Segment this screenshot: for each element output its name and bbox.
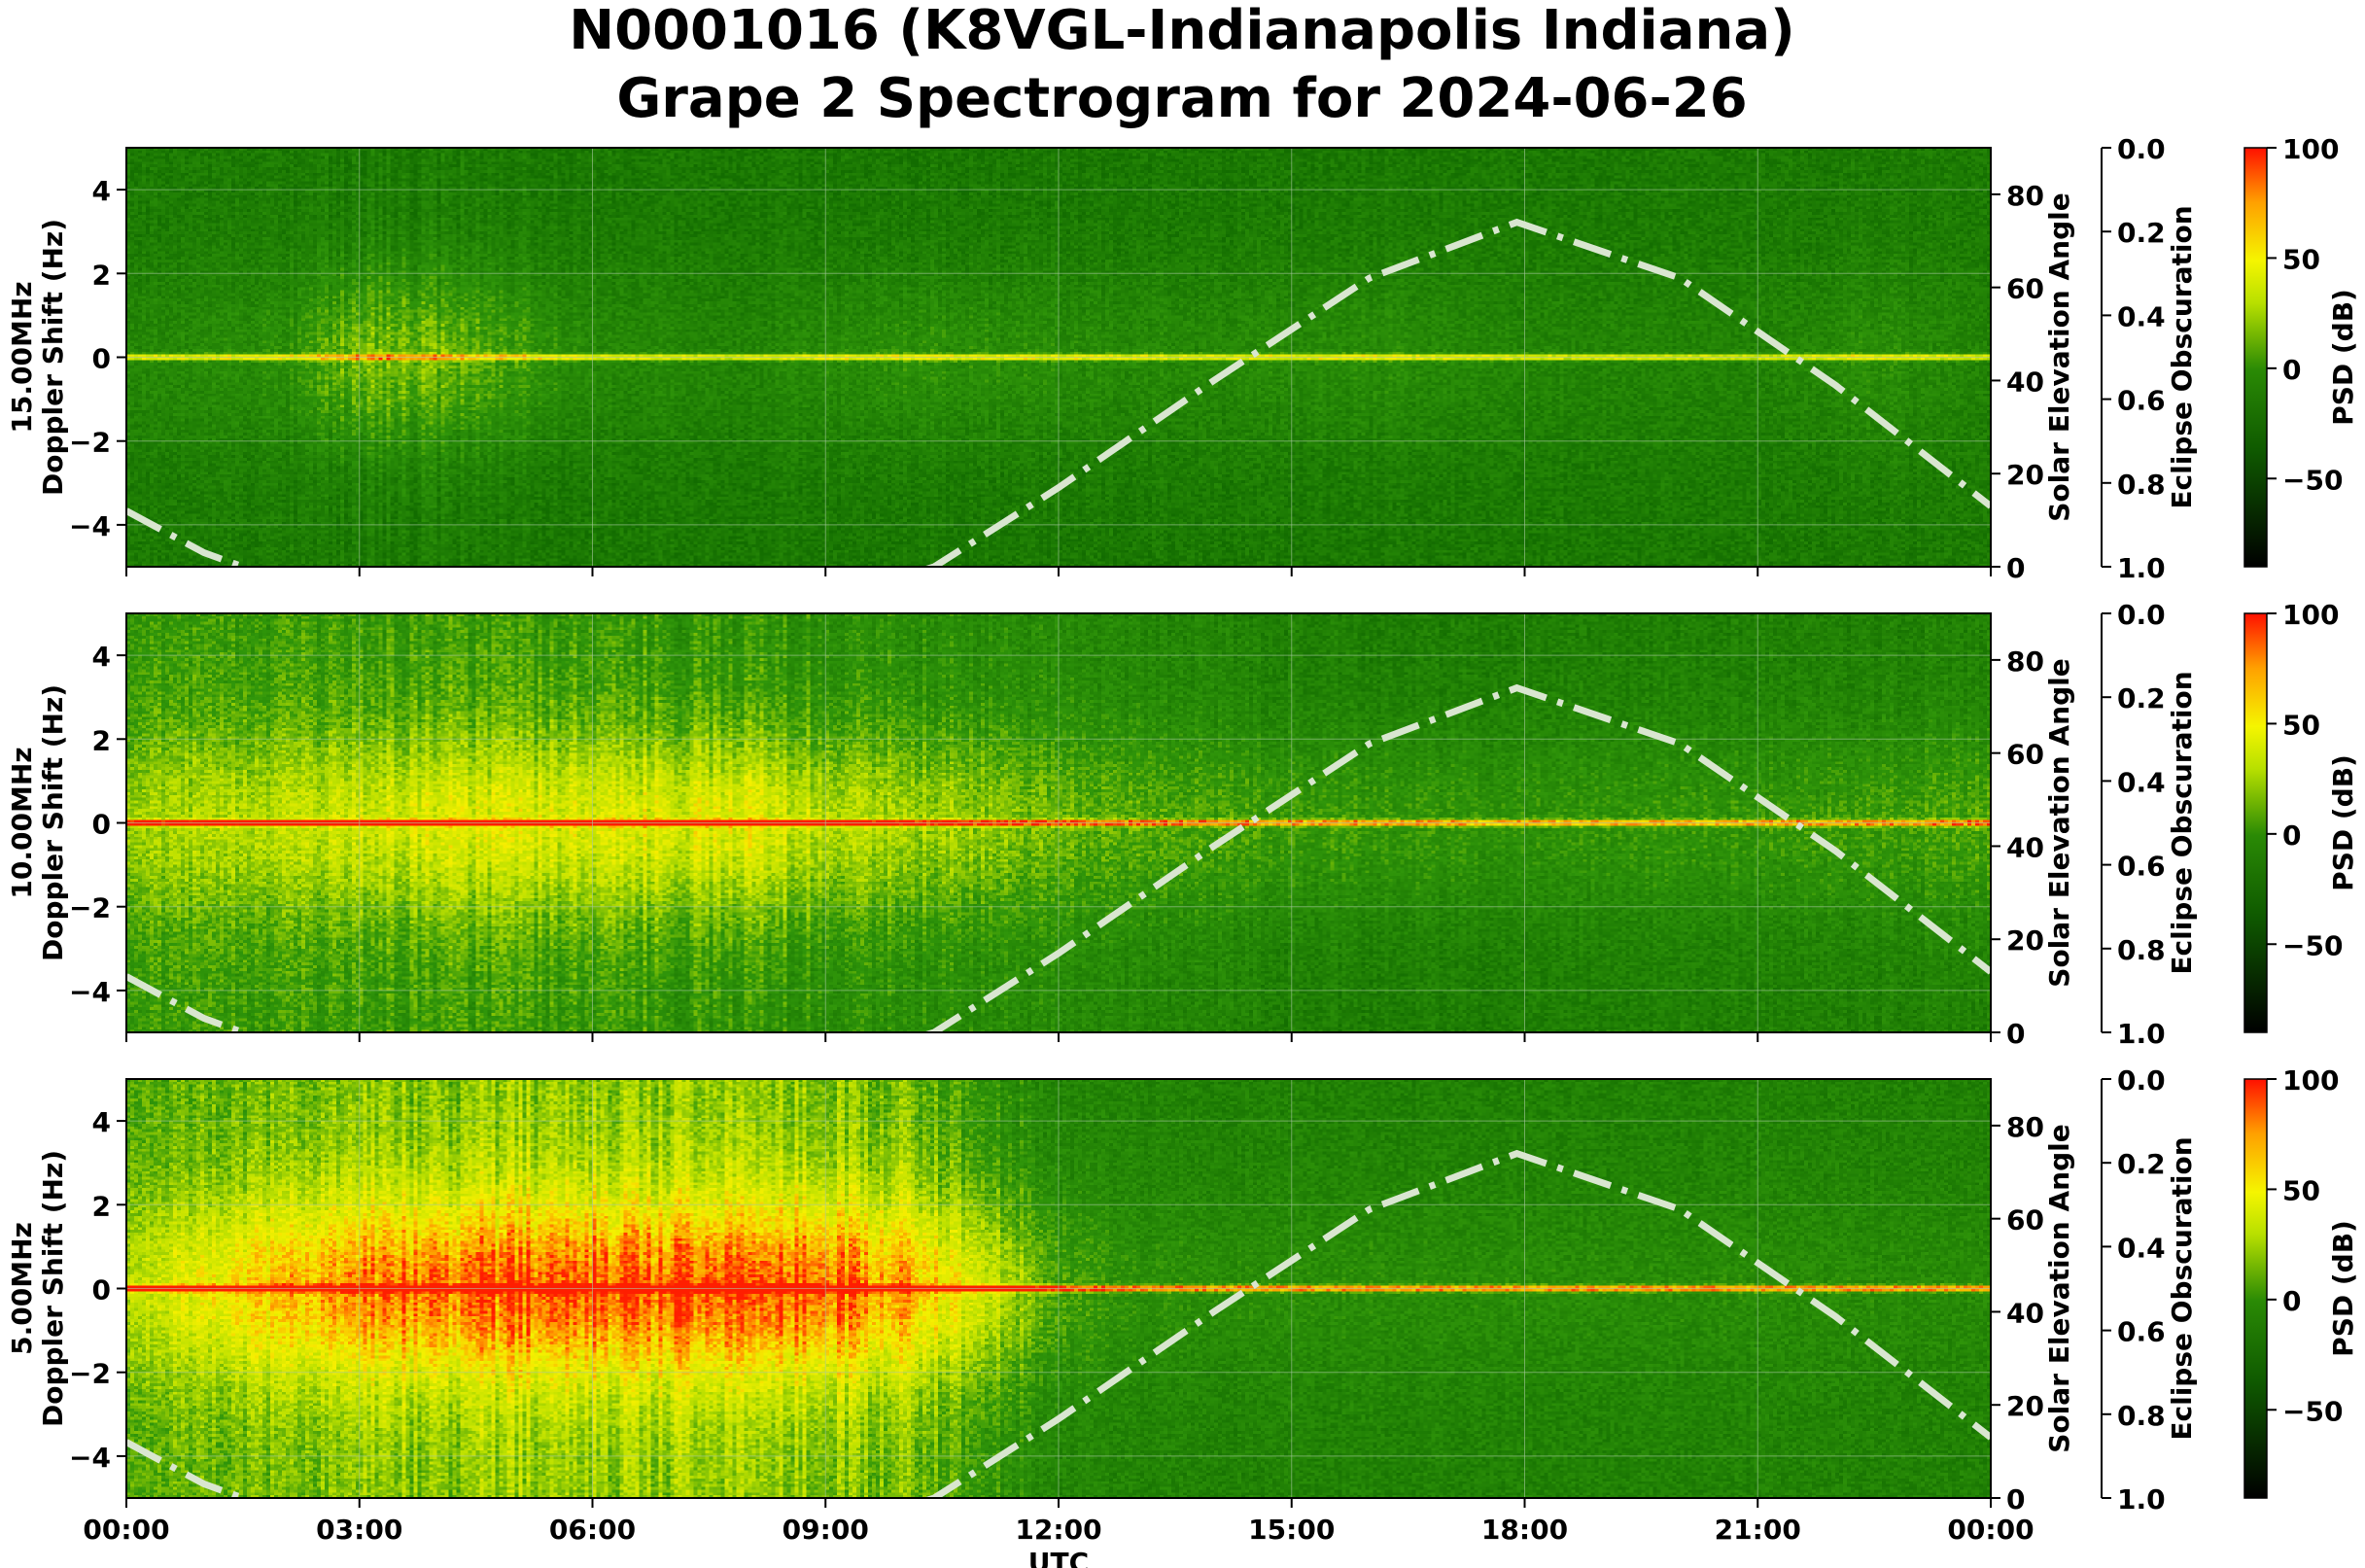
y-tick-label: 4 bbox=[92, 175, 111, 207]
y2-tick-label: 60 bbox=[2006, 273, 2044, 305]
y-axis-label-freq: 15.00MHz bbox=[6, 281, 38, 433]
y3-tick-label: 0.4 bbox=[2117, 1232, 2166, 1264]
x-tick-label: 06:00 bbox=[549, 1514, 636, 1546]
y3-tick-label: 0.0 bbox=[2117, 599, 2166, 631]
y3-tick-label: 1.0 bbox=[2117, 552, 2166, 584]
colorbar-tick-label: 0 bbox=[2282, 354, 2301, 386]
colorbar bbox=[2244, 148, 2267, 567]
y2-axis-label: Solar Elevation Angle bbox=[2043, 1124, 2075, 1452]
x-tick-label: 21:00 bbox=[1715, 1514, 1801, 1546]
colorbar-tick-label: 50 bbox=[2282, 1174, 2320, 1206]
colorbar-label: PSD (dB) bbox=[2327, 754, 2359, 891]
x-tick-label: 00:00 bbox=[83, 1514, 169, 1546]
colorbar-label: PSD (dB) bbox=[2327, 1220, 2359, 1357]
x-tick-label: 12:00 bbox=[1015, 1514, 1101, 1546]
y-tick-label: 2 bbox=[92, 724, 111, 756]
y-axis-label: Doppler Shift (Hz) bbox=[37, 684, 69, 961]
chart-title-line1: N0001016 (K8VGL-Indianapolis Indiana) bbox=[569, 0, 1795, 62]
colorbar-tick-label: 100 bbox=[2282, 1064, 2339, 1097]
y3-axis-label: Eclipse Obscuration bbox=[2166, 1136, 2198, 1440]
y2-tick-label: 60 bbox=[2006, 1204, 2044, 1237]
y2-tick-label: 60 bbox=[2006, 739, 2044, 771]
y2-tick-label: 40 bbox=[2006, 831, 2044, 863]
y2-tick-label: 0 bbox=[2006, 1018, 2025, 1050]
y-tick-label: −2 bbox=[69, 1358, 111, 1390]
colorbar-tick-label: −50 bbox=[2282, 1395, 2343, 1427]
y2-tick-label: 0 bbox=[2006, 1483, 2025, 1516]
y-tick-label: 0 bbox=[92, 343, 111, 375]
y2-tick-label: 20 bbox=[2006, 459, 2044, 491]
y-axis-label-freq: 5.00MHz bbox=[6, 1222, 38, 1355]
y2-axis-label: Solar Elevation Angle bbox=[2043, 192, 2075, 521]
colorbar-tick-label: 50 bbox=[2282, 709, 2320, 741]
y-tick-label: −2 bbox=[69, 427, 111, 459]
y2-tick-label: 80 bbox=[2006, 645, 2044, 678]
y3-tick-label: 0.6 bbox=[2117, 851, 2166, 883]
colorbar-tick-label: −50 bbox=[2282, 464, 2343, 496]
y3-tick-label: 0.8 bbox=[2117, 469, 2166, 501]
x-tick-label: 00:00 bbox=[1947, 1514, 2034, 1546]
y3-tick-label: 0.4 bbox=[2117, 300, 2166, 332]
x-tick-label: 15:00 bbox=[1248, 1514, 1335, 1546]
panel-2: −4 −2 0 2 4 10.00MHz Doppler Shift (Hz) 0 20 40 60… bbox=[6, 599, 2359, 1050]
y3-tick-label: 0.2 bbox=[2117, 1148, 2166, 1180]
x-axis-label: UTC bbox=[1028, 1547, 1089, 1568]
x-tick-label: 09:00 bbox=[783, 1514, 869, 1546]
y2-tick-label: 80 bbox=[2006, 180, 2044, 212]
y2-tick-label: 40 bbox=[2006, 366, 2044, 398]
colorbar-tick-label: −50 bbox=[2282, 929, 2343, 961]
y-tick-label: 2 bbox=[92, 1190, 111, 1222]
y2-tick-label: 20 bbox=[2006, 924, 2044, 957]
y3-tick-label: 1.0 bbox=[2117, 1483, 2166, 1516]
x-tick-label: 18:00 bbox=[1481, 1514, 1568, 1546]
y3-tick-label: 0.8 bbox=[2117, 934, 2166, 966]
y3-tick-label: 0.6 bbox=[2117, 385, 2166, 417]
colorbar-tick-label: 50 bbox=[2282, 243, 2320, 275]
y3-tick-label: 0.0 bbox=[2117, 133, 2166, 165]
y2-tick-label: 40 bbox=[2006, 1297, 2044, 1329]
x-tick-label: 03:00 bbox=[316, 1514, 402, 1546]
colorbar bbox=[2244, 613, 2267, 1032]
y-axis-label: Doppler Shift (Hz) bbox=[37, 219, 69, 496]
colorbar-tick-label: 100 bbox=[2282, 133, 2339, 165]
panel-3: −4 −2 0 2 4 5.00MHz Doppler Shift (Hz) 0 20 40 60 8… bbox=[6, 1064, 2359, 1568]
y2-tick-label: 0 bbox=[2006, 552, 2025, 584]
colorbar-label: PSD (dB) bbox=[2327, 289, 2359, 426]
y-tick-label: 0 bbox=[92, 1274, 111, 1307]
y-axis-label-freq: 10.00MHz bbox=[6, 747, 38, 898]
y3-axis-label: Eclipse Obscuration bbox=[2166, 671, 2198, 974]
y2-axis-label: Solar Elevation Angle bbox=[2043, 658, 2075, 987]
chart-title-line2: Grape 2 Spectrogram for 2024-06-26 bbox=[616, 67, 1747, 130]
colorbar-tick-label: 0 bbox=[2282, 819, 2301, 852]
y-tick-label: −4 bbox=[69, 1442, 111, 1474]
y-tick-label: −2 bbox=[69, 892, 111, 924]
y-tick-label: 0 bbox=[92, 809, 111, 841]
y3-tick-label: 0.2 bbox=[2117, 682, 2166, 714]
y3-tick-label: 0.6 bbox=[2117, 1316, 2166, 1348]
y-axis-label: Doppler Shift (Hz) bbox=[37, 1150, 69, 1427]
y2-tick-label: 80 bbox=[2006, 1111, 2044, 1143]
colorbar-tick-label: 0 bbox=[2282, 1285, 2301, 1317]
panel-1: −4 −2 0 2 4 15.00MHz Doppler Shift (Hz) 0 20 40 60… bbox=[6, 133, 2359, 584]
y3-axis-label: Eclipse Obscuration bbox=[2166, 205, 2198, 508]
colorbar bbox=[2244, 1079, 2267, 1498]
y3-tick-label: 0.4 bbox=[2117, 766, 2166, 798]
y-tick-label: 4 bbox=[92, 1106, 111, 1138]
y-tick-label: 2 bbox=[92, 259, 111, 291]
y3-tick-label: 1.0 bbox=[2117, 1018, 2166, 1050]
y3-tick-label: 0.8 bbox=[2117, 1400, 2166, 1432]
y3-tick-label: 0.2 bbox=[2117, 217, 2166, 249]
y-tick-label: −4 bbox=[69, 976, 111, 1008]
colorbar-tick-label: 100 bbox=[2282, 599, 2339, 631]
y-tick-label: −4 bbox=[69, 510, 111, 542]
y2-tick-label: 20 bbox=[2006, 1390, 2044, 1422]
y-tick-label: 4 bbox=[92, 641, 111, 673]
y3-tick-label: 0.0 bbox=[2117, 1064, 2166, 1097]
